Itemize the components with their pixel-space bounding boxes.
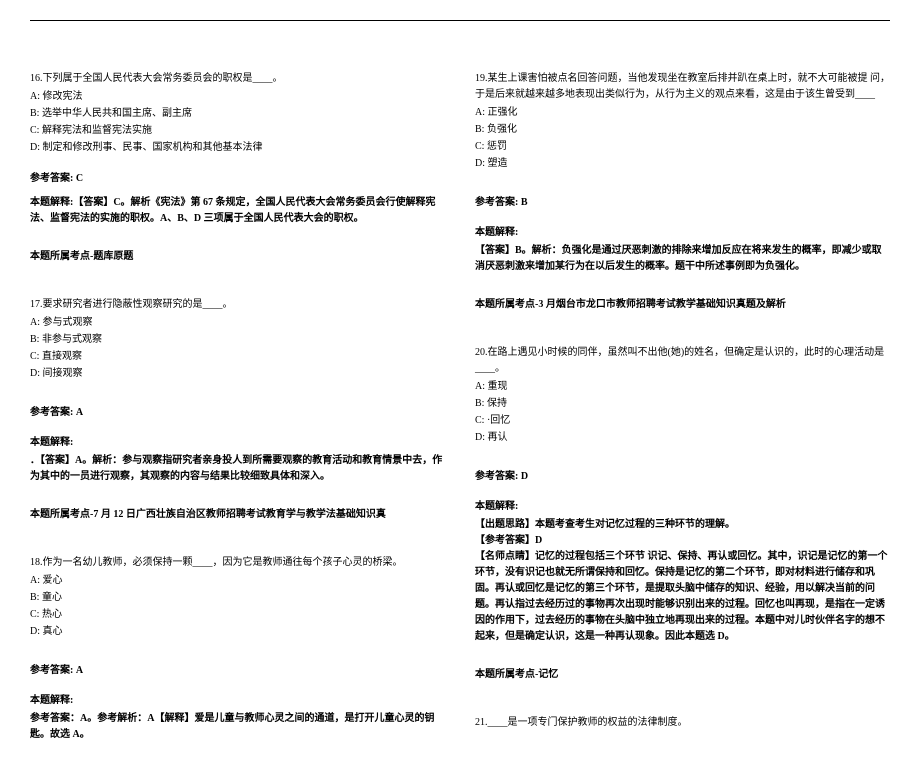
q19-opt-c: C: 惩罚 [475, 139, 890, 155]
top-divider [30, 20, 890, 21]
q16-opt-b: B: 选举中华人民共和国主席、副主席 [30, 106, 445, 122]
q16-opt-c: C: 解释宪法和监督宪法实施 [30, 123, 445, 139]
q20-explain-line1: 【出题思路】本题考查考生对记忆过程的三种环节的理解。 [475, 517, 890, 533]
q20-explain-label: 本题解释: [475, 499, 890, 515]
question-16: 16.下列属于全国人民代表大会常务委员会的职权是____。 A: 修改宪法 B:… [30, 71, 445, 265]
q20-opt-b: B: 保持 [475, 396, 890, 412]
q20-explain-line2: 【参考答案】D [475, 533, 890, 549]
q17-opt-b: B: 非参与式观察 [30, 332, 445, 348]
q20-opt-d: D: 再认 [475, 430, 890, 446]
q17-explain-label: 本题解释: [30, 435, 445, 451]
q17-stem: 17.要求研究者进行隐蔽性观察研究的是____。 [30, 297, 445, 313]
q17-explain: ．【答案】A。解析：参与观察指研究者亲身投人到所需要观察的教育活动和教育情景中去… [30, 453, 445, 485]
q16-topic: 本题所属考点-题库原题 [30, 249, 445, 265]
q17-opt-a: A: 参与式观察 [30, 315, 445, 331]
q20-stem: 20.在路上遇见小时候的同伴，虽然叫不出他(她)的姓名，但确定是认识的，此时的心… [475, 345, 890, 377]
q20-opt-a: A: 重现 [475, 379, 890, 395]
q20-topic: 本题所属考点-记忆 [475, 667, 890, 683]
q16-opt-a: A: 修改宪法 [30, 89, 445, 105]
q18-explain-label: 本题解释: [30, 693, 445, 709]
q18-opt-c: C: 热心 [30, 607, 445, 623]
q20-explain: 【名师点睛】记忆的过程包括三个环节 识记、保持、再认或回忆。其中，识记是记忆的第… [475, 549, 890, 645]
q19-topic: 本题所属考点-3 月烟台市龙口市教师招聘考试教学基础知识真题及解析 [475, 297, 890, 313]
question-18: 18.作为一名幼儿教师，必须保持一颗____，因为它是教师通往每个孩子心灵的桥梁… [30, 555, 445, 743]
q19-opt-a: A: 正强化 [475, 105, 890, 121]
q16-answer: 参考答案: C [30, 171, 445, 187]
q17-opt-c: C: 直接观察 [30, 349, 445, 365]
q19-answer: 参考答案: B [475, 195, 890, 211]
left-column: 16.下列属于全国人民代表大会常务委员会的职权是____。 A: 修改宪法 B:… [30, 71, 445, 761]
q18-opt-b: B: 童心 [30, 590, 445, 606]
q19-explain-label: 本题解释: [475, 225, 890, 241]
q16-opt-d: D: 制定和修改刑事、民事、国家机构和其他基本法律 [30, 140, 445, 156]
q18-answer: 参考答案: A [30, 663, 445, 679]
question-20: 20.在路上遇见小时候的同伴，虽然叫不出他(她)的姓名，但确定是认识的，此时的心… [475, 345, 890, 683]
q19-opt-d: D: 塑造 [475, 156, 890, 172]
content-columns: 16.下列属于全国人民代表大会常务委员会的职权是____。 A: 修改宪法 B:… [30, 71, 890, 761]
q21-stem: 21.____是一项专门保护教师的权益的法律制度。 [475, 715, 890, 731]
q18-stem: 18.作为一名幼儿教师，必须保持一颗____，因为它是教师通往每个孩子心灵的桥梁… [30, 555, 445, 571]
q18-opt-d: D: 真心 [30, 624, 445, 640]
q19-stem: 19.某生上课害怕被点名回答问题，当他发现坐在教室后排并趴在桌上时，就不大可能被… [475, 71, 890, 103]
q16-stem: 16.下列属于全国人民代表大会常务委员会的职权是____。 [30, 71, 445, 87]
q20-opt-c: C: ·回忆 [475, 413, 890, 429]
q18-opt-a: A: 爱心 [30, 573, 445, 589]
question-19: 19.某生上课害怕被点名回答问题，当他发现坐在教室后排并趴在桌上时，就不大可能被… [475, 71, 890, 313]
question-21: 21.____是一项专门保护教师的权益的法律制度。 [475, 715, 890, 731]
q17-topic: 本题所属考点-7 月 12 日广西壮族自治区教师招聘考试教育学与教学法基础知识真 [30, 507, 445, 523]
right-column: 19.某生上课害怕被点名回答问题，当他发现坐在教室后排并趴在桌上时，就不大可能被… [475, 71, 890, 761]
q17-opt-d: D: 间接观察 [30, 366, 445, 382]
q20-answer: 参考答案: D [475, 469, 890, 485]
question-17: 17.要求研究者进行隐蔽性观察研究的是____。 A: 参与式观察 B: 非参与… [30, 297, 445, 523]
q17-answer: 参考答案: A [30, 405, 445, 421]
q19-explain: 【答案】B。解析：负强化是通过厌恶刺激的排除来增加反应在将来发生的概率，即减少或… [475, 243, 890, 275]
q19-opt-b: B: 负强化 [475, 122, 890, 138]
q18-explain: 参考答案：A。参考解析：A【解释】爱是儿童与教师心灵之间的通道，是打开儿童心灵的… [30, 711, 445, 743]
q16-explain: 本题解释:【答案】C。解析《宪法》第 67 条规定，全国人民代表大会常务委员会行… [30, 195, 445, 227]
